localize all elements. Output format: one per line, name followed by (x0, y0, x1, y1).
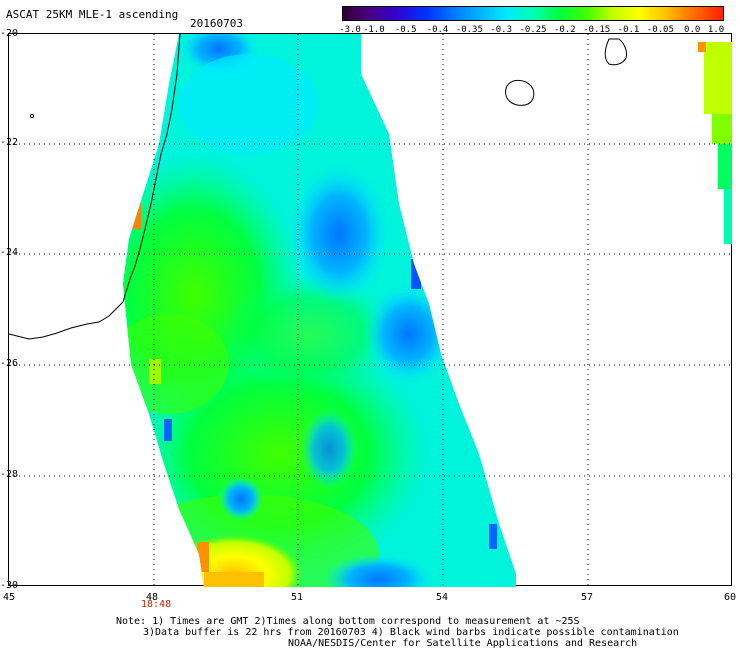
colorbar-tick-label: -0.35 (455, 25, 483, 35)
map-plot-area (8, 33, 733, 587)
lon-label: 45 (3, 592, 16, 603)
lat-label: -30 (0, 580, 19, 591)
figure-date: 20160703 (190, 17, 243, 30)
colorbar-tick-label: -0.1 (617, 25, 640, 35)
colorbar-tick-label: -1.0 (362, 25, 385, 35)
lat-label: -26 (0, 358, 19, 369)
lon-label: 54 (436, 592, 449, 603)
lon-label: 51 (291, 592, 304, 603)
mauritius-island (604, 38, 627, 66)
lat-label: -20 (0, 28, 19, 39)
colorbar-tick-label: -0.05 (646, 25, 674, 35)
colorbar-tick-label: -0.4 (426, 25, 449, 35)
lat-label: -22 (0, 137, 19, 148)
lat-label: -24 (0, 247, 19, 258)
colorbar-labels: -3.0 -1.0 -0.5 -0.4 -0.35 -0.3 -0.25 -0.2 -0.15-… (339, 25, 725, 37)
colorbar-tick-label: -3.0 (339, 25, 361, 35)
islet-marker (29, 113, 35, 119)
figure-title: ASCAT 25KM MLE-1 ascending (6, 8, 179, 21)
colorbar-tick-label: -0.25 (519, 25, 547, 35)
note-line-2: 3)Data buffer is 22 hrs from 20160703 4)… (143, 627, 679, 638)
colorbar-tick-label: 1.0 (707, 25, 725, 35)
note-line-3: NOAA/NESDIS/Center for Satellite Applica… (288, 638, 638, 649)
colorbar-tick-label: -0.5 (394, 25, 417, 35)
ascat-swath (123, 34, 516, 587)
reunion-island (505, 79, 535, 106)
note-line-1: Note: 1) Times are GMT 2)Times along bot… (116, 616, 580, 627)
lon-label: 57 (581, 592, 594, 603)
lon-label: 48 (146, 592, 159, 603)
map-canvas (9, 34, 733, 587)
colorbar (342, 6, 724, 21)
measurement-time-label: 18:48 (141, 599, 172, 610)
graticule (9, 34, 733, 587)
colorbar-tick-label: -0.2 (553, 25, 576, 35)
lat-label: -28 (0, 469, 19, 480)
colorbar-tick-label: -0.15 (583, 25, 611, 35)
madagascar-coastline (9, 34, 181, 340)
colorbar-tick-label: -0.3 (490, 25, 512, 35)
colorbar-tick-label: 0.0 (684, 25, 701, 35)
east-swath-strip (698, 42, 732, 244)
lon-label: 60 (724, 592, 737, 603)
